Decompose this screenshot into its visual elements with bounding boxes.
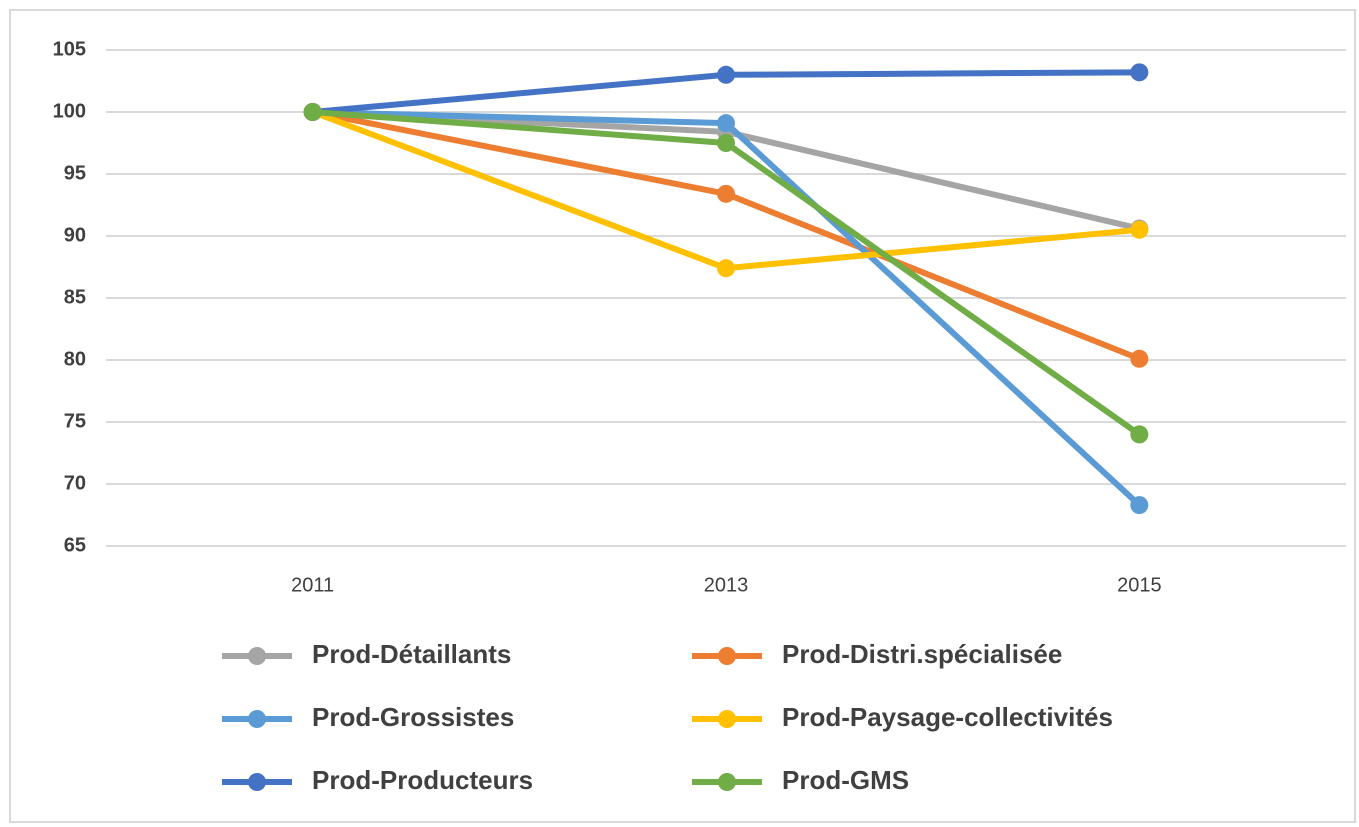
data-point <box>1130 220 1149 239</box>
legend-label: Prod-Grossistes <box>312 702 514 732</box>
y-tick-label: 85 <box>64 286 86 308</box>
y-tick-label: 75 <box>64 410 86 432</box>
legend-label: Prod-Producteurs <box>312 765 533 795</box>
y-tick-label: 65 <box>64 534 86 556</box>
legend-marker <box>248 773 266 791</box>
x-tick-label: 2011 <box>291 574 334 596</box>
legend-label: Prod-Distri.spécialisée <box>782 639 1062 669</box>
data-point <box>717 134 735 152</box>
legend-marker <box>718 710 736 728</box>
legend-marker <box>248 647 266 665</box>
legend-marker <box>718 647 736 665</box>
x-tick-label: 2013 <box>704 574 749 596</box>
data-point <box>717 184 735 203</box>
x-tick-label: 2015 <box>1117 574 1162 596</box>
legend-marker <box>248 710 266 728</box>
data-point <box>1130 425 1149 444</box>
legend-label: Prod-GMS <box>782 765 909 795</box>
data-point <box>1130 349 1149 368</box>
data-point <box>303 103 322 121</box>
y-tick-label: 90 <box>64 224 86 246</box>
y-tick-label: 95 <box>64 162 86 184</box>
data-point <box>717 259 735 278</box>
y-tick-label: 70 <box>64 472 86 494</box>
data-point <box>1130 496 1149 515</box>
data-point <box>717 65 735 84</box>
legend-label: Prod-Détaillants <box>312 639 511 669</box>
data-point <box>1130 63 1149 82</box>
y-tick-label: 105 <box>53 38 86 60</box>
y-tick-label: 100 <box>53 100 86 122</box>
y-tick-label: 80 <box>64 348 86 370</box>
legend-marker <box>718 773 736 791</box>
legend-label: Prod-Paysage-collectivités <box>782 702 1113 732</box>
data-point <box>717 114 735 133</box>
chart-frame <box>9 9 1356 823</box>
